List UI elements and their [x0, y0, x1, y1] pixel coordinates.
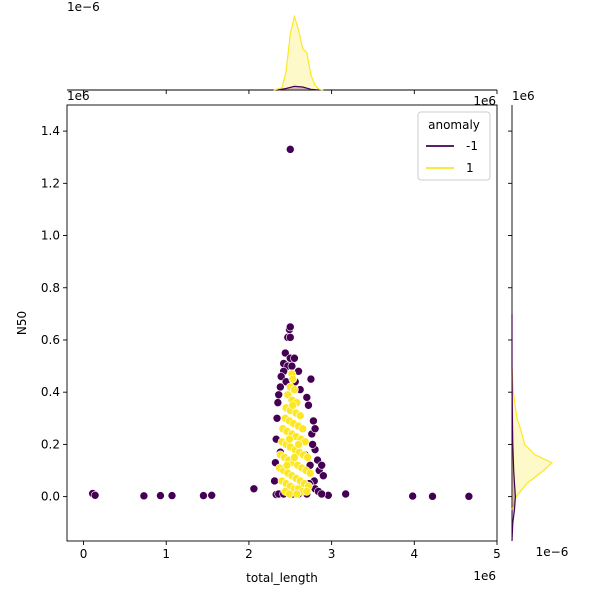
scatter-point-normal: [303, 453, 312, 462]
x-tick-label: 4: [410, 547, 418, 561]
x-tick-label: 2: [245, 547, 253, 561]
scatter-point-normal: [290, 453, 299, 462]
scatter-point-normal: [302, 487, 312, 496]
y-offset-label: 1e6: [67, 89, 90, 103]
scatter-point-normal: [288, 400, 298, 410]
x-tick-label: 5: [493, 547, 501, 561]
top-marginal-offset-label: 1e6: [473, 94, 496, 108]
scatter-point-anomaly: [273, 398, 283, 407]
x-offset-label: 1e6: [473, 569, 496, 583]
scatter-point-anomaly: [139, 491, 149, 501]
scatter-point-normal: [282, 460, 292, 470]
scatter-point-anomaly: [281, 348, 290, 358]
y-tick-label: 0.6: [41, 333, 60, 347]
x-axis-label: total_length: [246, 571, 318, 585]
main-scatter-axes: 0 1 2 3 4 5 0.0 0.2 0.4 0.6 0.8 1.0 1.2 1.4 total_leng…: [15, 89, 501, 585]
scatter-point-anomaly: [285, 333, 295, 342]
scatter-point-normal: [285, 489, 294, 499]
right-marginal-offset-label: 1e6: [512, 89, 535, 103]
top-marginal-scale-label: 1e−6: [67, 0, 100, 14]
scatter-point-anomaly: [272, 413, 282, 423]
top-density-line-normal: [273, 14, 324, 91]
legend-label-normal: 1: [466, 161, 474, 175]
scatter-point-anomaly: [319, 471, 328, 481]
scatter-point-anomaly: [304, 400, 313, 410]
scatter-point-anomaly: [249, 484, 259, 494]
y-tick-label: 0.2: [41, 437, 60, 451]
x-tick-label: 1: [162, 547, 170, 561]
scatter-point-anomaly: [287, 361, 297, 371]
top-density-line-anomaly: [277, 85, 320, 91]
scatter-point-anomaly: [310, 424, 320, 434]
scatter-point-anomaly: [408, 491, 417, 501]
y-tick-label: 1.2: [41, 176, 60, 190]
scatter-point-anomaly: [302, 393, 312, 402]
y-tick-label: 0.8: [41, 281, 60, 295]
scatter-point-anomaly: [270, 476, 279, 486]
scatter-point-normal: [295, 411, 305, 420]
top-density-fill-normal: [273, 16, 324, 90]
scatter-point-normal: [288, 374, 298, 384]
plot-frame: [66, 104, 498, 542]
scatter-point-anomaly: [290, 353, 299, 363]
scatter-point-anomaly: [309, 416, 318, 426]
scatter-point-anomaly: [341, 489, 350, 499]
x-tick-label: 0: [80, 547, 88, 561]
right-density-line-normal: [511, 366, 553, 510]
scatter-point-anomaly: [306, 374, 316, 384]
scatter-point-normal: [290, 385, 299, 394]
scatter-point-normal: [292, 489, 302, 499]
scatter-point-anomaly: [199, 491, 208, 500]
y-axis-label: N50: [15, 311, 29, 335]
right-density-line-anomaly: [511, 313, 517, 542]
scatter-point-normal: [305, 468, 315, 478]
scatter-point-anomaly: [285, 145, 295, 154]
scatter-point-anomaly: [276, 382, 285, 392]
scatter-point-normal: [294, 440, 303, 449]
scatter-point-anomaly: [276, 372, 286, 381]
scatter-point-anomaly: [317, 460, 326, 470]
right-marginal-axes: 1e6 1e−6 1e6: [473, 89, 568, 559]
scatter-point-anomaly: [285, 322, 295, 332]
right-marginal-scale-label: 1e−6: [536, 545, 569, 559]
scatter-point-anomaly: [308, 440, 317, 449]
scatter-point-anomaly: [464, 492, 474, 501]
y-tick-label: 0.0: [41, 490, 60, 504]
scatter-point-normal: [298, 424, 307, 434]
legend-title: anomaly: [428, 118, 480, 132]
scatter-point-anomaly: [156, 491, 165, 500]
scatter-point-anomaly: [317, 489, 326, 499]
y-tick-label: 0.4: [41, 385, 60, 399]
scatter-point-anomaly: [90, 491, 100, 500]
scatter-point-anomaly: [274, 390, 283, 400]
legend-label-anomaly: -1: [466, 139, 478, 153]
x-tick-label: 3: [328, 547, 336, 561]
top-marginal-axes: 1e−6: [67, 0, 498, 94]
legend: anomaly -1 1: [417, 111, 491, 181]
scatter-point-anomaly: [207, 491, 217, 500]
scatter-point-anomaly: [428, 492, 437, 501]
y-tick-label: 1.4: [41, 124, 60, 138]
y-tick-label: 1.0: [41, 229, 60, 243]
scatter-point-normal: [285, 434, 294, 444]
right-density-fill-normal: [512, 366, 552, 510]
scatter-point-anomaly: [167, 491, 177, 500]
right-density-fill-anomaly: [512, 313, 516, 541]
